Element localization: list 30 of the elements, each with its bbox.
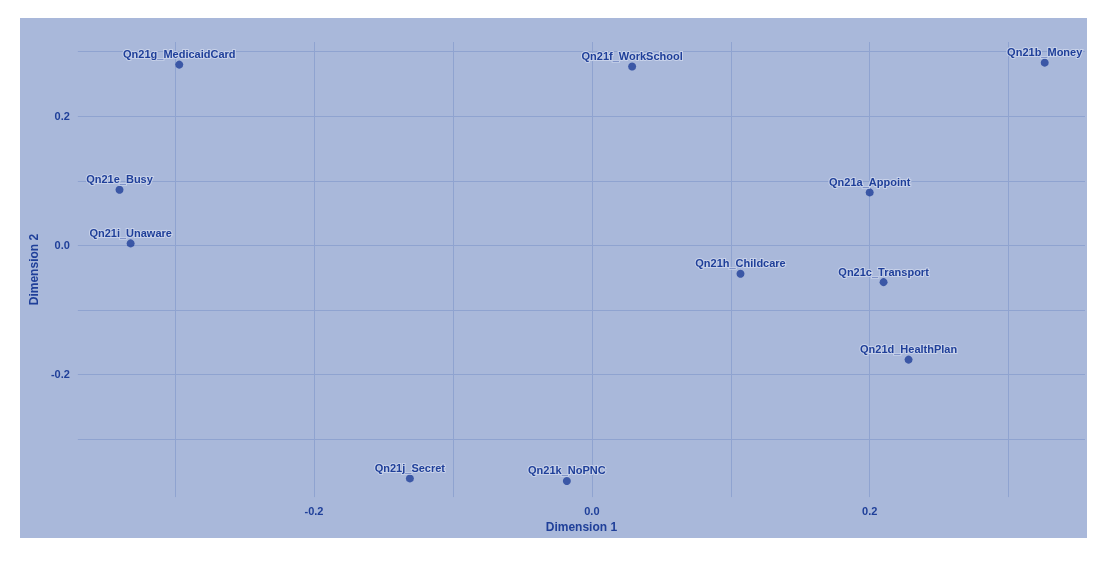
y-tick-label: 0.0 bbox=[54, 239, 70, 252]
annotation: Qn21f_WorkSchool bbox=[581, 50, 683, 63]
annotation: Qn21g_MedicaidCard bbox=[123, 48, 236, 61]
annotation: Qn21b_Money bbox=[1007, 46, 1084, 59]
annotation: Qn21k_NoPNC bbox=[528, 464, 606, 477]
point bbox=[1040, 58, 1049, 67]
annotation: Qn21j_Secret bbox=[374, 461, 446, 474]
annotation: Qn21e_Busy bbox=[86, 173, 154, 186]
annotation: Qn21i_Unaware bbox=[89, 226, 172, 239]
annotation: Qn21a_Appoint bbox=[829, 175, 911, 188]
point bbox=[175, 60, 184, 69]
x-tick-label: -0.2 bbox=[304, 504, 324, 517]
point bbox=[562, 476, 571, 485]
point bbox=[405, 474, 414, 483]
annotation: Qn21h_Childcare bbox=[695, 257, 786, 270]
point bbox=[865, 188, 874, 197]
point bbox=[736, 269, 745, 278]
x-axis-title: Dimension 1 bbox=[545, 520, 618, 534]
annotation: Qn21c_Transport bbox=[838, 265, 930, 278]
point bbox=[115, 185, 124, 194]
y-tick-label: 0.2 bbox=[54, 110, 70, 123]
point bbox=[126, 239, 135, 248]
point bbox=[628, 62, 637, 71]
x-tick-label: 0.0 bbox=[584, 504, 600, 517]
point bbox=[879, 278, 888, 287]
annotation: Qn21d_HealthPlan bbox=[859, 343, 958, 356]
point bbox=[904, 355, 913, 364]
x-tick-label: 0.2 bbox=[862, 504, 878, 517]
y-axis-title: Dimension 2 bbox=[27, 233, 41, 306]
y-tick-label: -0.2 bbox=[50, 368, 70, 381]
